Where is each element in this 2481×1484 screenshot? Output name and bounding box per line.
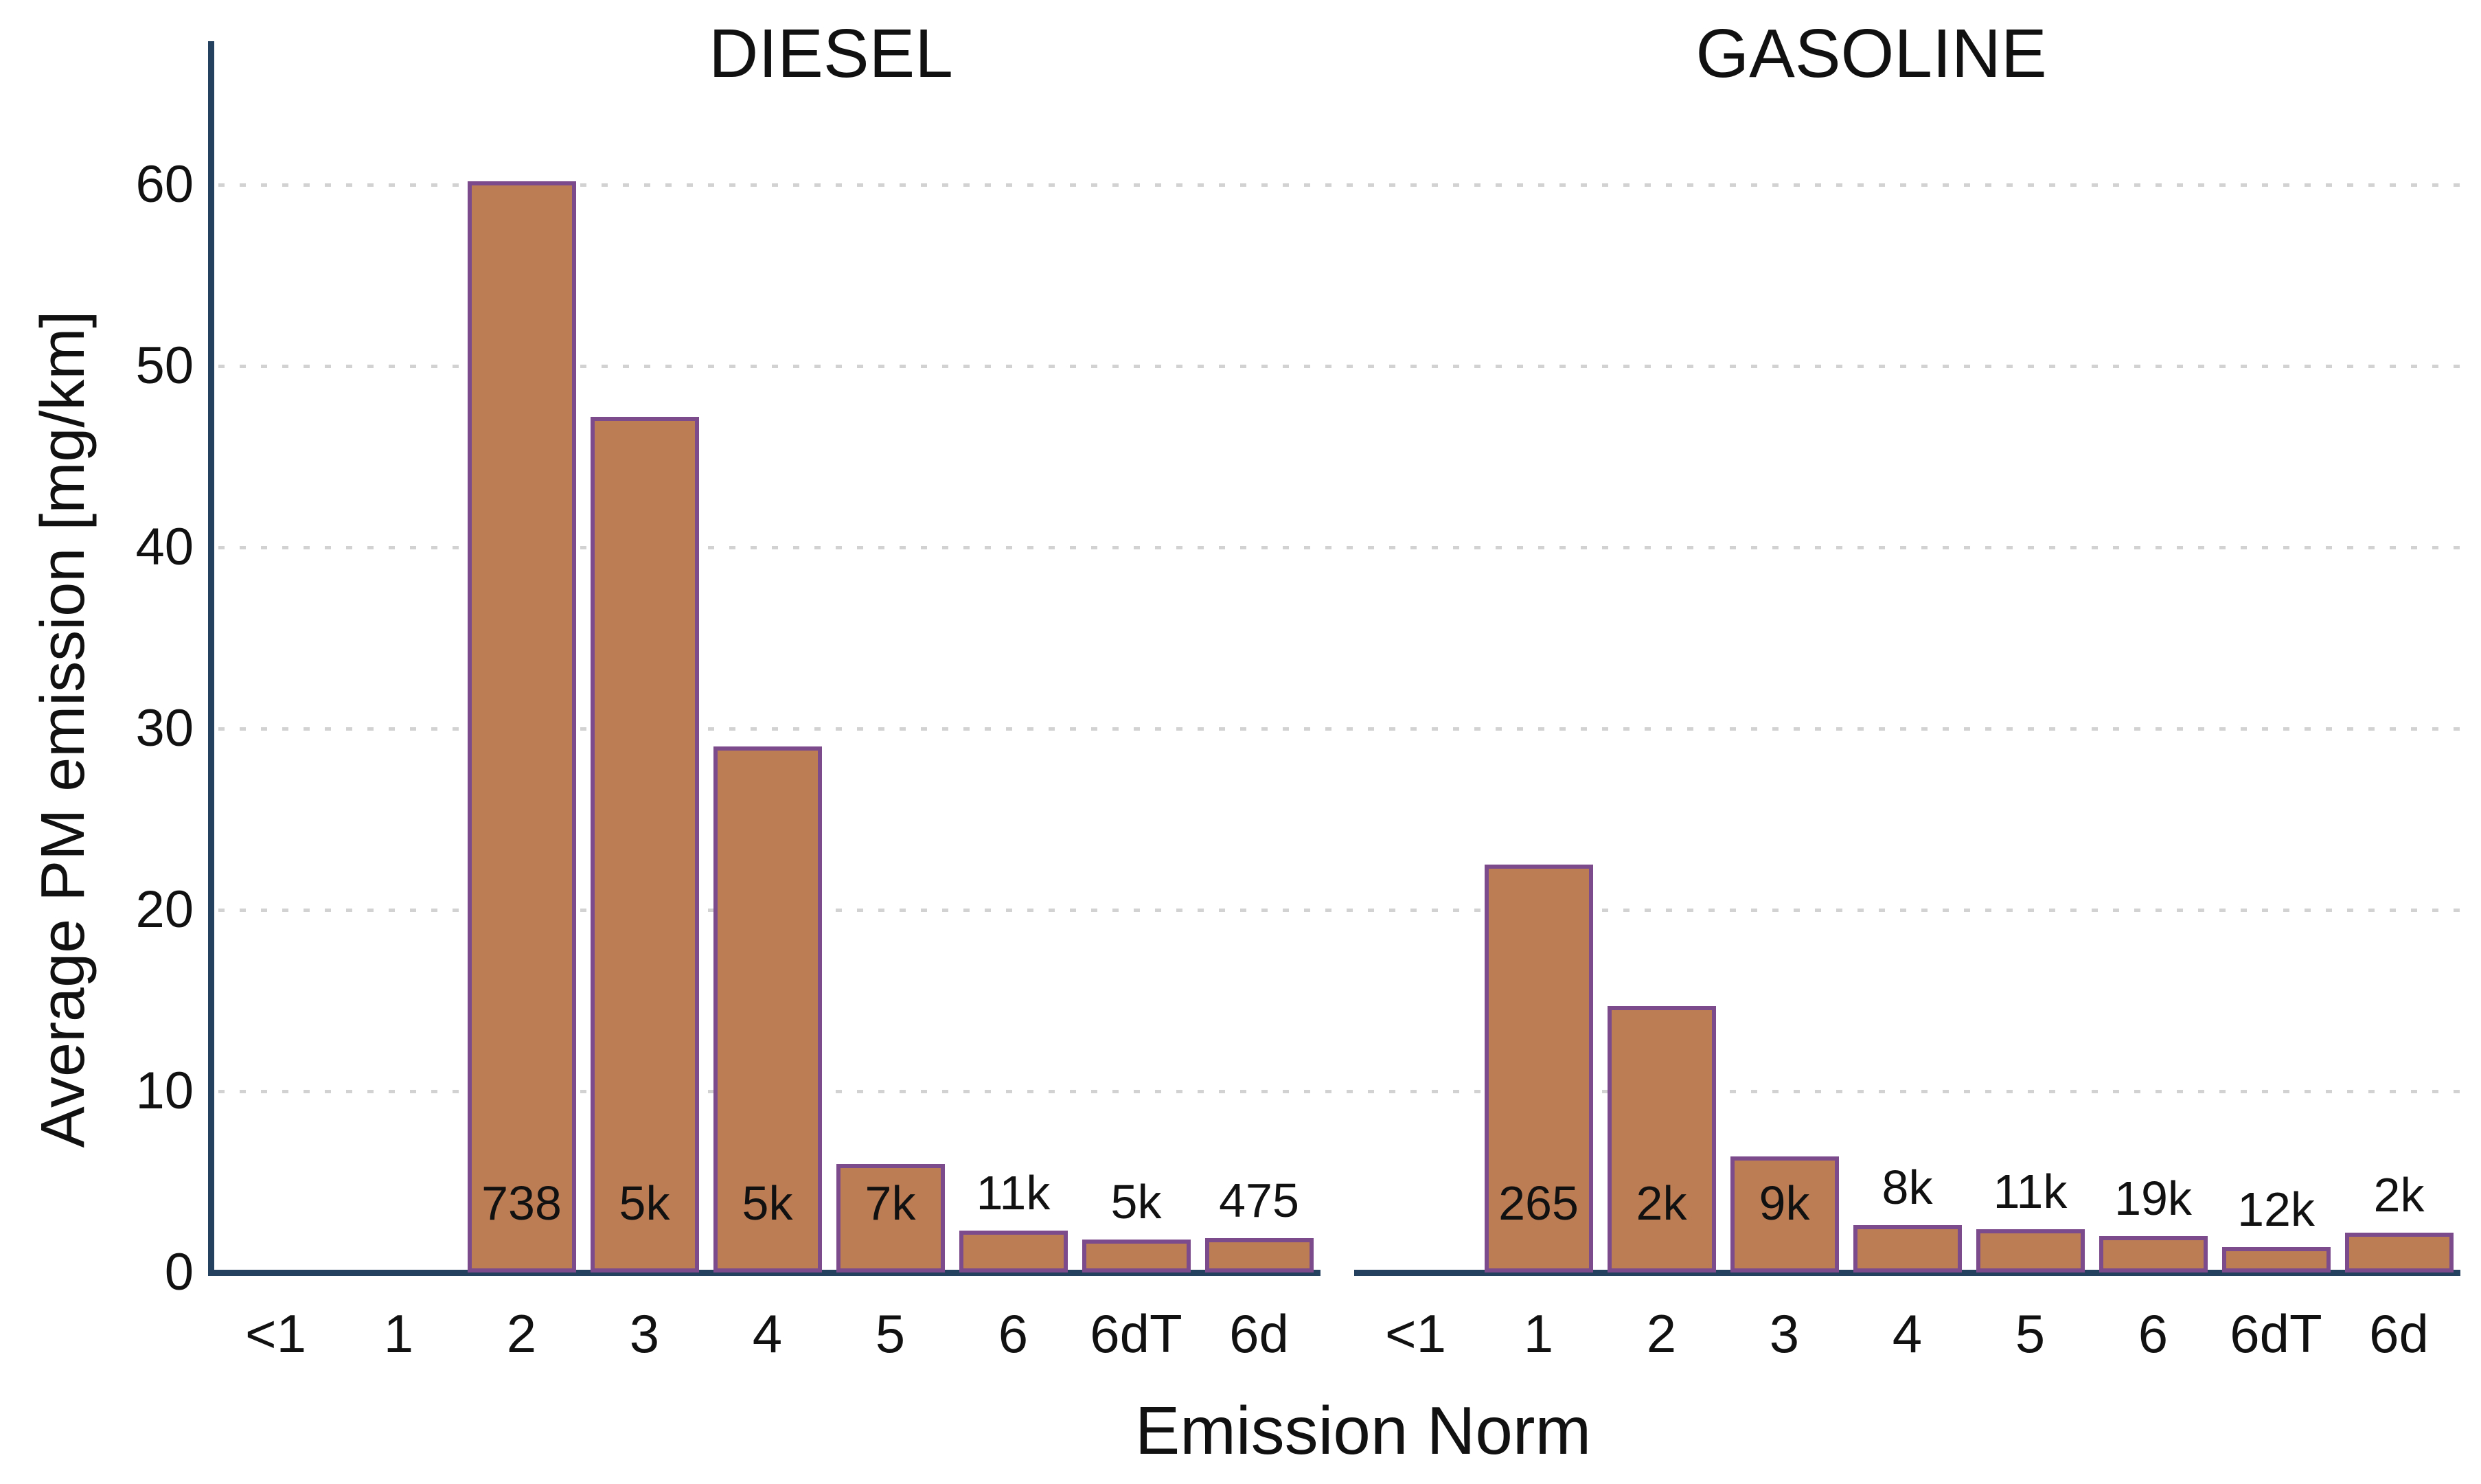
y-tick-label-60: 60 [135,155,194,214]
bar-count-label-gasoline-6d: 2k [2373,1167,2425,1222]
bar-count-label-diesel-6dT: 5k [1110,1175,1162,1229]
bar-count-label-gasoline-3: 9k [1759,1176,1810,1230]
x-tick-label-gasoline-4: 4 [1892,1303,1923,1364]
x-tick-label-diesel-2: 2 [506,1303,537,1364]
x-axis-line-gasoline [1354,1270,2460,1276]
bar-diesel-6dT [1082,1240,1191,1272]
x-tick-label-diesel-4: 4 [752,1303,783,1364]
y-tick-label-50: 50 [135,336,194,395]
bar-diesel-4 [713,746,822,1272]
x-tick-label-gasoline-5: 5 [2015,1303,2046,1364]
y-gridline-50 [218,365,2472,368]
bar-count-label-gasoline-6: 19k [2114,1172,2192,1226]
bar-count-label-gasoline-4: 8k [1882,1161,1933,1215]
x-tick-label-diesel-3: 3 [629,1303,660,1364]
x-tick-label-gasoline-6: 6 [2138,1303,2169,1364]
x-tick-label-diesel-6dT: 6dT [1090,1303,1182,1364]
bar-count-label-diesel-6: 11k [976,1166,1051,1220]
bar-diesel-5 [836,1163,945,1272]
x-tick-label-gasoline-3: 3 [1769,1303,1800,1364]
x-tick-label-gasoline-<1: <1 [1385,1303,1446,1364]
bar-gasoline-3 [1730,1156,1839,1272]
bar-count-label-gasoline-6dT: 12k [2237,1183,2315,1237]
y-tick-label-40: 40 [135,518,194,576]
y-gridline-30 [218,727,2472,731]
panel-title-diesel: DIESEL [709,15,953,92]
bar-gasoline-2 [1607,1005,1716,1272]
y-tick-label-30: 30 [135,699,194,757]
y-tick-label-20: 20 [135,880,194,939]
x-axis-title: Emission Norm [1134,1393,1592,1468]
x-tick-label-diesel-6d: 6d [1229,1303,1289,1364]
bar-gasoline-1 [1484,865,1593,1272]
bar-count-label-diesel-2: 738 [481,1176,562,1230]
bar-diesel-6d [1204,1237,1314,1272]
x-tick-label-diesel-6: 6 [998,1303,1029,1364]
x-tick-label-gasoline-6d: 6d [2369,1303,2429,1364]
bar-gasoline-6d [2344,1232,2454,1272]
bar-diesel-6 [959,1231,1068,1272]
bar-diesel-3 [590,416,699,1272]
y-gridline-10 [218,1090,2472,1093]
bar-count-label-diesel-4: 5k [742,1176,793,1230]
panel-title-gasoline: GASOLINE [1695,15,2047,92]
bar-gasoline-6dT [2221,1247,2331,1272]
bar-count-label-gasoline-1: 265 [1498,1176,1579,1230]
bar-diesel-2 [467,181,576,1272]
x-tick-label-gasoline-1: 1 [1523,1303,1554,1364]
bar-gasoline-6 [2099,1236,2208,1272]
y-axis-line [208,41,214,1276]
bar-count-label-gasoline-2: 2k [1636,1176,1687,1230]
y-tick-label-10: 10 [135,1062,194,1120]
x-tick-label-gasoline-2: 2 [1646,1303,1677,1364]
x-tick-label-diesel-5: 5 [875,1303,906,1364]
bar-count-label-gasoline-5: 11k [1993,1164,2068,1218]
y-gridline-40 [218,546,2472,549]
bar-gasoline-4 [1853,1225,1962,1272]
bar-count-label-diesel-5: 7k [865,1176,916,1230]
y-gridline-60 [218,183,2472,187]
bar-count-label-diesel-6d: 475 [1219,1173,1299,1227]
x-tick-label-diesel-1: 1 [383,1303,414,1364]
bar-gasoline-5 [1976,1229,2085,1272]
bar-count-label-diesel-3: 5k [619,1176,670,1230]
x-tick-label-diesel-<1: <1 [245,1303,306,1364]
y-tick-label-0: 0 [164,1243,194,1301]
x-tick-label-gasoline-6dT: 6dT [2230,1303,2322,1364]
y-gridline-20 [218,909,2472,912]
x-axis-line-diesel [208,1270,1320,1276]
